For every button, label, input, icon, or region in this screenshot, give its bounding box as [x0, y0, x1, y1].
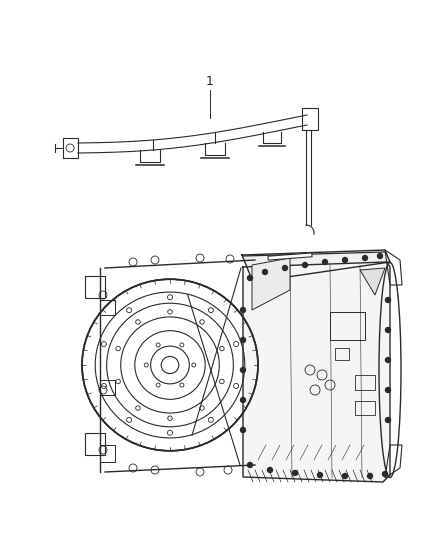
- Circle shape: [363, 255, 367, 261]
- Circle shape: [343, 473, 347, 479]
- Circle shape: [318, 472, 322, 478]
- Bar: [85, 433, 105, 455]
- Circle shape: [268, 467, 272, 472]
- Circle shape: [385, 358, 391, 362]
- Circle shape: [385, 417, 391, 423]
- Circle shape: [322, 260, 328, 264]
- Circle shape: [240, 308, 246, 312]
- Bar: [100, 300, 115, 315]
- Circle shape: [262, 270, 268, 274]
- Bar: [302, 108, 318, 130]
- Circle shape: [382, 472, 388, 477]
- Circle shape: [283, 265, 287, 271]
- Bar: [100, 445, 115, 462]
- Circle shape: [240, 337, 246, 343]
- Bar: [330, 312, 365, 340]
- Circle shape: [378, 254, 382, 259]
- Circle shape: [343, 257, 347, 262]
- Bar: [355, 401, 375, 415]
- Text: 1: 1: [206, 75, 214, 88]
- Polygon shape: [252, 258, 290, 310]
- Circle shape: [303, 262, 307, 268]
- Bar: [100, 380, 115, 395]
- Circle shape: [385, 387, 391, 392]
- Bar: [355, 375, 375, 390]
- Circle shape: [385, 327, 391, 333]
- Circle shape: [240, 427, 246, 432]
- Circle shape: [240, 367, 246, 373]
- Circle shape: [247, 276, 252, 280]
- Polygon shape: [360, 268, 385, 295]
- Bar: [335, 348, 349, 360]
- Circle shape: [385, 297, 391, 303]
- Circle shape: [293, 471, 297, 475]
- Circle shape: [367, 473, 372, 479]
- Bar: [85, 276, 105, 298]
- Polygon shape: [242, 250, 390, 282]
- Polygon shape: [243, 262, 390, 482]
- Circle shape: [240, 398, 246, 402]
- Circle shape: [247, 463, 252, 467]
- Bar: [63, 138, 78, 158]
